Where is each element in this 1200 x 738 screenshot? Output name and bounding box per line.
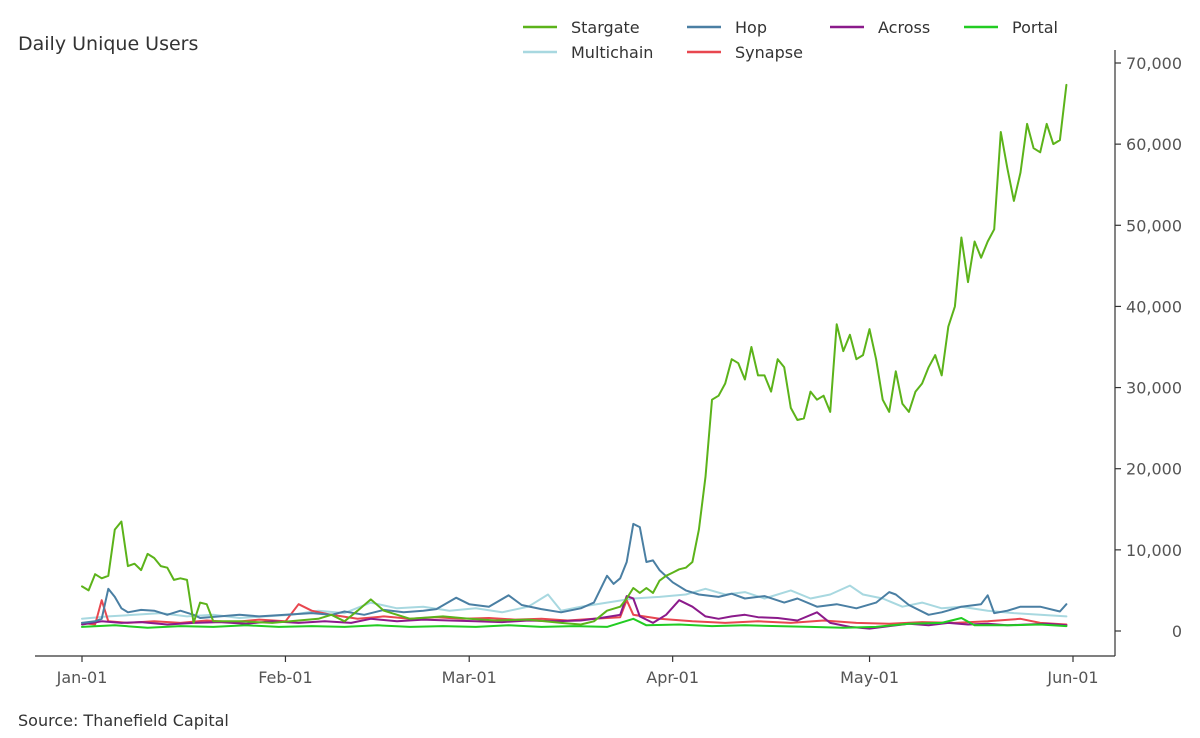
y-tick-label: 30,000 [1126,379,1182,398]
series-line-hop [81,522,1068,624]
chart-source: Source: Thanefield Capital [18,711,229,730]
legend-label-multichain: Multichain [571,43,653,62]
y-tick-label: 50,000 [1126,216,1182,235]
x-tick-label: Jun-01 [1046,668,1098,687]
plot-area [81,83,1068,630]
y-tick-label: 70,000 [1126,54,1182,73]
x-tick-label: Jan-01 [56,668,108,687]
legend-label-hop: Hop [735,18,767,37]
y-tick-label: 0 [1172,622,1182,641]
x-tick-label: Mar-01 [442,668,497,687]
y-tick-label: 40,000 [1126,297,1182,316]
series-line-portal [81,617,1068,629]
y-tick-label: 20,000 [1126,460,1182,479]
x-axis-ticks: Jan-01 Feb-01 Mar-01 Apr-01 May-01 Jun-01 [56,656,1099,687]
chart-title: Daily Unique Users [18,33,198,55]
legend-label-portal: Portal [1012,18,1058,37]
x-tick-label: Apr-01 [646,668,699,687]
y-tick-label: 10,000 [1126,541,1182,560]
legend: Stargate Hop Across Portal Multichain Synapse [523,18,1058,62]
series-line-multichain [81,584,1068,620]
x-tick-label: Feb-01 [258,668,312,687]
legend-label-across: Across [878,18,930,37]
y-axis-ticks: 0 10,000 20,000 30,000 40,000 50,000 60,000 70,… [1115,54,1182,641]
legend-label-synapse: Synapse [735,43,803,62]
y-tick-label: 60,000 [1126,135,1182,154]
legend-label-stargate: Stargate [571,18,640,37]
series-line-stargate [81,83,1068,626]
x-tick-label: May-01 [840,668,899,687]
